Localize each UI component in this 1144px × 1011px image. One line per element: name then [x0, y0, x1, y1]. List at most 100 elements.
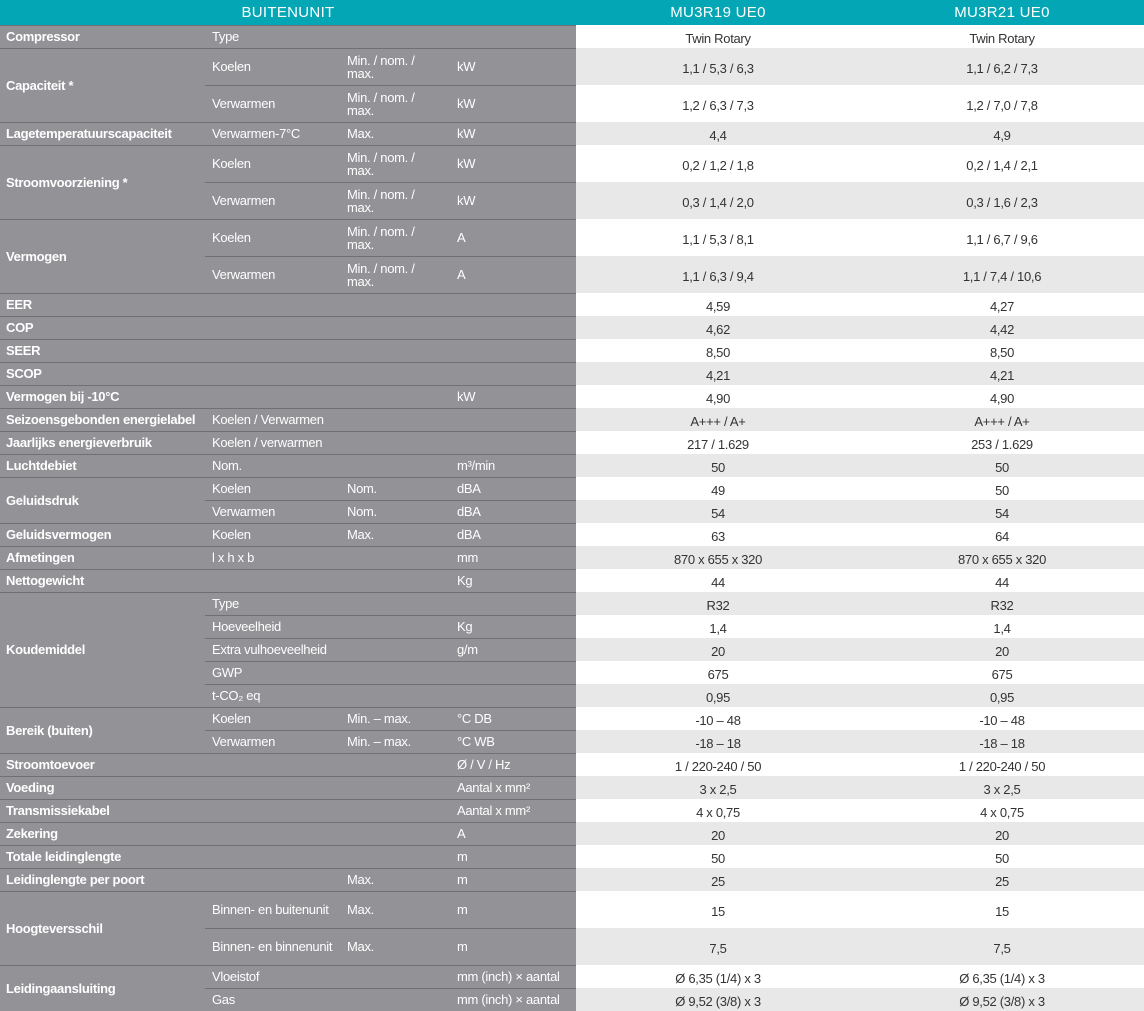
value-model-1: 4 x 0,75 [696, 804, 740, 820]
row-label: Lagetemperatuurscapaciteit [0, 121, 205, 145]
sub-label: Type [205, 591, 340, 615]
sub-label: Koelen / verwarmen [205, 430, 340, 454]
sub-label: Koelen [205, 522, 340, 546]
unit [450, 407, 576, 431]
unit: kW [450, 384, 576, 408]
value-model-1: 4,21 [576, 362, 860, 385]
table-row: Vermogen Koelen Min. / nom. / max. A 1,1 / 5… [0, 218, 1144, 293]
value-model-1: 63 [711, 528, 725, 544]
row-label: COP [0, 315, 205, 339]
unit: mm [450, 545, 576, 569]
unit: Aantal x mm² [450, 798, 576, 822]
table-row: Nettogewicht Kg 44 44 [0, 568, 1144, 592]
value-model-2: A+++ / A+ [860, 408, 1144, 431]
sub-label [205, 292, 340, 316]
table-row: Koudemiddel Type R32 R32 [0, 591, 1144, 707]
unit [450, 338, 576, 362]
value-model-1: 1,4 [709, 620, 727, 636]
table-row: Binnen- en binnenunit Max. m 7,5 7,5 [0, 927, 1144, 965]
value-model-2: 870 x 655 x 320 [860, 546, 1144, 569]
value-model-1: 0,3 / 1,4 / 2,0 [576, 182, 860, 219]
qualifier [340, 545, 450, 569]
value-model-2: 1,4 [993, 620, 1011, 636]
table-row: Seizoensgebonden energielabel Koelen / Ve… [0, 407, 1144, 431]
unit: A [450, 821, 576, 845]
table-row: Lagetemperatuurscapaciteit Verwarmen-7°C M… [0, 121, 1144, 145]
qualifier [340, 24, 450, 48]
sub-label: Koelen [205, 476, 340, 500]
table-row: Hoeveelheid Kg 1,4 1,4 [0, 614, 1144, 638]
unit: Kg [450, 614, 576, 638]
sub-label: Koelen [205, 218, 340, 256]
qualifier: Max. [340, 890, 450, 928]
sub-label: Verwarmen [205, 84, 340, 122]
qualifier [340, 568, 450, 592]
value-model-2: 1,1 / 6,2 / 7,3 [860, 48, 1144, 85]
qualifier [340, 361, 450, 385]
qualifier: Nom. [340, 476, 450, 500]
row-label: Jaarlijks energieverbruik [0, 430, 205, 454]
qualifier [340, 798, 450, 822]
table-row: Verwarmen Min. / nom. / max. kW 1,2 / 6,3 /… [0, 84, 1144, 122]
table-row: EER 4,59 4,27 [0, 292, 1144, 316]
unit: kW [450, 121, 576, 145]
value-model-1: 217 / 1.629 [687, 436, 749, 452]
value-model-2: 4 x 0,75 [980, 804, 1024, 820]
row-label: Leidinglengte per poort [0, 867, 205, 891]
row-label: Geluidsdruk [0, 476, 205, 523]
value-model-1: 4,59 [705, 298, 731, 314]
value-model-2: 253 / 1.629 [971, 436, 1033, 452]
table-row: Stroomtoevoer Ø / V / Hz 1 / 220-240 / 50 1… [0, 752, 1144, 776]
unit: dBA [450, 522, 576, 546]
row-label: Capaciteit * [0, 47, 205, 122]
qualifier [340, 821, 450, 845]
sub-label [205, 775, 340, 799]
header-row: BUITENUNIT MU3R19 UE0 MU3R21 UE0 [0, 0, 1144, 25]
value-model-1: 0,2 / 1,2 / 1,8 [682, 157, 754, 173]
sub-label: Binnen- en buitenunit [205, 890, 340, 928]
unit [450, 683, 576, 707]
unit: kW [450, 181, 576, 219]
sub-label: t-CO₂ eq [205, 683, 340, 707]
sub-label: Hoeveelheid [205, 614, 340, 638]
unit: g/m [450, 637, 576, 661]
value-model-2: 4,27 [989, 298, 1015, 314]
value-model-2: 1,1 / 6,7 / 9,6 [966, 231, 1038, 247]
table-row: Leidinglengte per poort Max. m 25 25 [0, 867, 1144, 891]
table-row: Verwarmen Min. / nom. / max. A 1,1 / 6,3 / … [0, 255, 1144, 293]
value-model-2: Twin Rotary [969, 30, 1035, 46]
row-label: Seizoensgebonden energielabel [0, 407, 205, 431]
value-model-1: 44 [711, 574, 725, 590]
unit: m [450, 927, 576, 965]
qualifier [340, 591, 450, 615]
value-model-1: A+++ / A+ [576, 408, 860, 431]
unit: kW [450, 47, 576, 85]
value-model-2: 4,9 [860, 122, 1144, 145]
sub-label [205, 798, 340, 822]
unit: °C WB [450, 729, 576, 753]
qualifier [340, 844, 450, 868]
table-row: Verwarmen Min. – max. °C WB -18 – 18 -18 – 1… [0, 729, 1144, 753]
row-label: Vermogen bij -10°C [0, 384, 205, 408]
unit [450, 292, 576, 316]
qualifier [340, 292, 450, 316]
sub-label [205, 361, 340, 385]
row-label: EER [0, 292, 205, 316]
value-model-1: 49 [711, 482, 725, 498]
unit: kW [450, 84, 576, 122]
qualifier: Min. / nom. / max. [340, 47, 450, 85]
qualifier: Min. / nom. / max. [340, 218, 450, 256]
value-model-1: 25 [576, 868, 860, 891]
sub-label: l x h x b [205, 545, 340, 569]
unit: A [450, 218, 576, 256]
value-model-2: 20 [860, 822, 1144, 845]
unit: A [450, 255, 576, 293]
table-row: SEER 8,50 8,50 [0, 338, 1144, 362]
sub-label: Verwarmen [205, 499, 340, 523]
table-row: Geluidsdruk Koelen Nom. dBA 49 50 [0, 476, 1144, 523]
sub-label [205, 821, 340, 845]
table-row: Geluidsvermogen Koelen Max. dBA 63 64 [0, 522, 1144, 546]
sub-label: GWP [205, 660, 340, 684]
value-model-2: 50 [995, 482, 1009, 498]
value-model-1: 4,90 [705, 390, 731, 406]
